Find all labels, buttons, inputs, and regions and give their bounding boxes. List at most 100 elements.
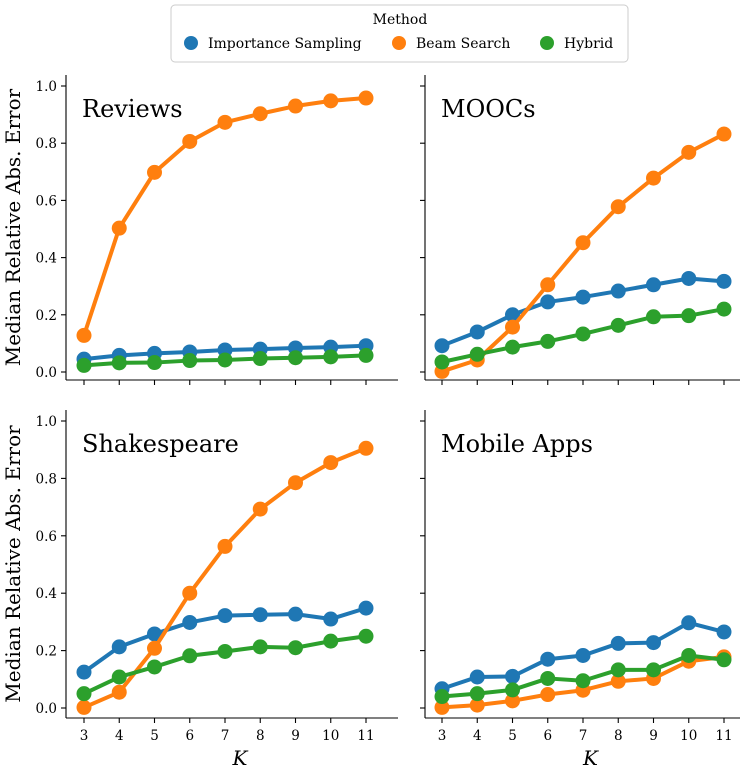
reviews-point-hybrid [147, 355, 162, 371]
mobile-apps-xtick-label: 10 [680, 728, 697, 744]
shakespeare-point-beam-search [111, 684, 127, 700]
reviews-point-beam-search [358, 90, 374, 106]
shakespeare-xtick-label: 11 [357, 728, 374, 744]
shakespeare-xtick-label: 4 [115, 728, 124, 744]
mobile-apps-point-hybrid [505, 682, 520, 698]
legend-label-hybrid: Hybrid [564, 36, 613, 52]
mobile-apps-point-hybrid [716, 652, 732, 668]
shakespeare-point-beam-search [358, 440, 374, 456]
moocs-point-importance-sampling [610, 283, 626, 299]
panel-shakespeare: 0.0 0.2 0.4 0.6 0.8 1.0 3 4 5 6 7 8 9 10 11 Shakespeare… [1, 410, 398, 770]
mobile-apps-point-beam-search [540, 687, 556, 703]
shakespeare-point-hybrid [358, 628, 374, 644]
mobile-apps-xtick-label: 3 [438, 728, 447, 744]
shakespeare-point-beam-search [217, 538, 233, 554]
mobile-apps-point-importance-sampling [681, 615, 697, 631]
mobile-apps-point-importance-sampling [610, 635, 626, 651]
moocs-title: MOOCs [441, 95, 536, 123]
mobile-apps-point-importance-sampling [469, 669, 485, 685]
shakespeare-point-hybrid [76, 686, 92, 702]
moocs-point-importance-sampling [646, 277, 661, 293]
reviews-point-beam-search [217, 114, 233, 130]
shakespeare-point-importance-sampling [182, 614, 198, 630]
moocs-point-hybrid [610, 317, 626, 333]
shakespeare-point-importance-sampling [217, 608, 233, 624]
mobile-apps-point-beam-search [469, 697, 485, 713]
moocs-point-hybrid [646, 309, 661, 325]
mobile-apps-xtick-label: 7 [579, 728, 588, 744]
mobile-apps-point-hybrid [646, 662, 661, 678]
moocs-point-hybrid [681, 308, 697, 324]
shakespeare-point-beam-search [182, 585, 198, 601]
legend-marker-beam-search [392, 36, 406, 50]
mobile-apps-point-hybrid [469, 686, 485, 702]
moocs-point-hybrid [469, 346, 485, 362]
legend-item-importance-sampling: Importance Sampling [184, 36, 362, 52]
shakespeare-xtick-label: 6 [185, 728, 194, 744]
shakespeare-xtick-label: 5 [150, 728, 159, 744]
moocs-point-hybrid [716, 301, 732, 317]
reviews-ytick-label: 0.2 [36, 308, 57, 324]
moocs-point-hybrid [540, 333, 556, 349]
reviews-point-beam-search [147, 164, 162, 180]
shakespeare-point-importance-sampling [147, 626, 162, 642]
mobile-apps-point-beam-search [505, 693, 520, 709]
legend: Method Importance Sampling Beam Search H… [170, 4, 629, 63]
shakespeare-point-beam-search [323, 455, 339, 471]
reviews-ytick-label: 1.0 [36, 79, 57, 95]
mobile-apps-point-importance-sampling [646, 635, 661, 651]
shakespeare-point-importance-sampling [358, 600, 374, 616]
legend-item-beam-search: Beam Search [392, 36, 510, 52]
shakespeare-ytick-label: 1.0 [36, 414, 57, 430]
reviews-point-beam-search [76, 327, 92, 343]
shakespeare-ytick-label: 0.6 [36, 529, 57, 545]
shakespeare-xlabel: K [232, 746, 249, 770]
reviews-point-beam-search [288, 98, 303, 114]
mobile-apps-point-beam-search [610, 673, 626, 689]
legend-marker-importance-sampling [184, 36, 198, 50]
shakespeare-line-beam-search [83, 446, 367, 710]
moocs-point-importance-sampling [716, 273, 732, 289]
reviews-point-hybrid [323, 349, 339, 365]
shakespeare-point-hybrid [217, 643, 233, 659]
shakespeare-point-importance-sampling [76, 664, 92, 680]
reviews-ytick-label: 0.6 [36, 193, 57, 209]
shakespeare-point-beam-search [252, 501, 268, 517]
reviews-title: Reviews [82, 95, 183, 123]
shakespeare-ytick-label: 0.4 [36, 586, 57, 602]
shakespeare-point-beam-search [76, 699, 92, 715]
shakespeare-xtick-label: 3 [80, 728, 89, 744]
moocs-point-beam-search [610, 199, 626, 215]
shakespeare-point-importance-sampling [288, 606, 303, 622]
moocs-point-importance-sampling [469, 324, 485, 340]
shakespeare-point-hybrid [323, 633, 339, 649]
shakespeare-xtick-label: 8 [256, 728, 265, 744]
reviews-ytick-label: 0.8 [36, 136, 57, 152]
mobile-apps-point-importance-sampling [505, 668, 520, 684]
shakespeare-ylabel: Median Relative Abs. Error [1, 425, 25, 703]
shakespeare-xtick-label: 9 [291, 728, 300, 744]
mobile-apps-point-importance-sampling [716, 624, 732, 640]
mobile-apps-point-importance-sampling [540, 651, 556, 667]
reviews-ytick-label: 0.0 [36, 365, 57, 381]
mobile-apps-xtick-label: 9 [649, 728, 658, 744]
reviews-point-beam-search [323, 93, 339, 109]
reviews-point-hybrid [76, 357, 92, 373]
moocs-point-beam-search [505, 319, 520, 335]
shakespeare-point-importance-sampling [252, 607, 268, 623]
mobile-apps-title: Mobile Apps [441, 430, 593, 458]
moocs-point-importance-sampling [434, 338, 450, 354]
reviews-line-beam-search [82, 96, 367, 337]
moocs-point-hybrid [505, 339, 520, 355]
moocs-point-hybrid [575, 326, 591, 342]
legend-marker-hybrid [540, 36, 554, 50]
shakespeare-point-hybrid [288, 640, 303, 656]
mobile-apps-point-hybrid [575, 673, 591, 689]
panel-moocs: MOOCs [420, 75, 740, 385]
moocs-point-importance-sampling [540, 294, 556, 310]
reviews-point-hybrid [288, 350, 303, 366]
shakespeare-ytick-label: 0.0 [36, 701, 57, 717]
mobile-apps-xtick-label: 6 [543, 728, 552, 744]
mobile-apps-xlabel: K [582, 746, 599, 770]
mobile-apps-point-hybrid [540, 670, 556, 686]
